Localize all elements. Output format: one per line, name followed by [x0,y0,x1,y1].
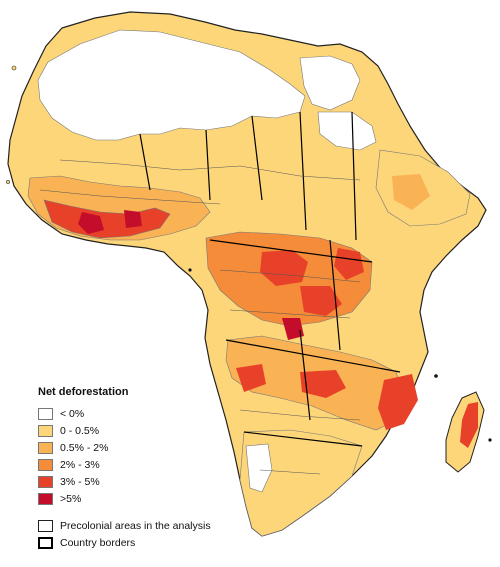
legend-swatch [38,520,53,532]
mauritius [488,438,492,442]
legend-item-negative: < 0% [38,406,278,422]
legend-label: 0 - 0.5% [60,425,100,437]
legend-swatch [38,493,53,505]
legend-item-3-5: 3% - 5% [38,474,278,490]
legend-label: 3% - 5% [60,476,100,488]
canary-islands [11,65,17,71]
cape-verde [6,180,10,184]
sahara-region [37,29,306,141]
legend-label: >5% [60,493,82,505]
legend-title: Net deforestation [38,386,129,398]
precolonial-boundary-lines [39,159,361,475]
west-africa-hotspot-2 [124,210,142,228]
legend-swatch [38,408,53,420]
legend-item-0-0.5: 0 - 0.5% [38,423,278,439]
legend-swatch [38,442,53,454]
angola-red-patch [236,364,266,392]
country-border-lines [139,111,401,447]
legend-label: 2% - 3% [60,459,100,471]
legend-swatch [38,425,53,437]
legend-label: 0.5% - 2% [60,442,109,454]
drc-red-patch-1 [260,250,308,286]
ethiopia-orange [392,174,430,210]
sudan-north-white [317,111,377,151]
comoros [434,374,438,378]
legend-swatch [38,459,53,471]
sao-tome [188,268,192,272]
mozambique-red [378,374,418,430]
legend-swatch [38,476,53,488]
zambia-red-patch [300,370,346,398]
legend-item-country: Country borders [38,535,278,551]
legend-item-2-3: 2% - 3% [38,457,278,473]
legend-swatch [38,537,53,549]
legend-item-gt5: >5% [38,491,278,507]
map-legend: Net deforestation < 0% 0 - 0.5% 0.5% - 2… [38,386,278,552]
legend-label: < 0% [60,408,85,420]
southern-africa-pale [239,429,363,537]
drc-red-patch-2 [300,286,342,316]
drc-crimson-patch [282,318,304,340]
namibia-white [245,443,273,493]
legend-label: Country borders [60,537,136,549]
legend-item-0.5-2: 0.5% - 2% [38,440,278,456]
west-africa-hotspot-1 [78,212,104,234]
east-drc-red [334,248,364,280]
west-africa-coast-red [43,199,171,239]
madagascar-red [460,402,478,448]
legend-label: Precolonial areas in the analysis [60,520,211,532]
legend-item-precolonial: Precolonial areas in the analysis [38,518,278,534]
egypt-libya-white [299,55,361,111]
